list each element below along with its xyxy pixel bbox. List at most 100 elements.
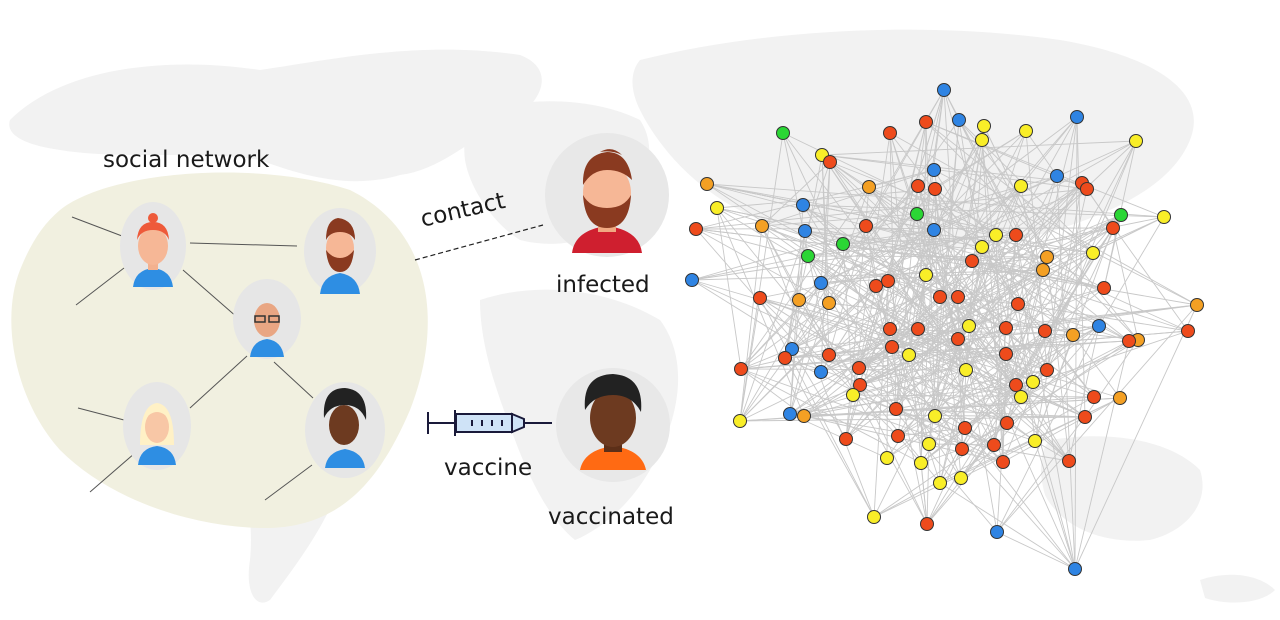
network-edge — [716, 207, 919, 330]
network-edge — [887, 280, 930, 445]
network-node — [911, 179, 925, 193]
network-node — [1038, 324, 1052, 338]
network-node — [999, 347, 1013, 361]
network-node — [1106, 221, 1120, 235]
network-edge — [820, 256, 1048, 284]
social-network-label: social network — [103, 147, 270, 173]
network-node — [836, 237, 850, 251]
network-node — [1114, 208, 1128, 222]
network-node — [965, 254, 979, 268]
network-edge — [934, 188, 1130, 342]
network-edge — [828, 225, 867, 356]
network-edge — [740, 169, 935, 370]
vaccinated-label: vaccinated — [548, 504, 674, 530]
network-edge — [845, 213, 918, 440]
network-edge — [889, 132, 897, 410]
network-edge — [961, 227, 1114, 450]
network-edge — [889, 132, 995, 446]
network-edge — [1002, 140, 1137, 463]
network-edge — [971, 260, 1189, 332]
network-edge — [897, 116, 1078, 437]
person-dark-skin-icon — [305, 382, 385, 478]
network-node — [1080, 182, 1094, 196]
network-edge — [784, 357, 875, 518]
network-node — [881, 274, 895, 288]
network-node — [911, 322, 925, 336]
network-edge — [934, 269, 1044, 417]
network-edge — [706, 183, 1094, 254]
network-node — [919, 115, 933, 129]
network-edge — [996, 304, 1198, 533]
network-edge — [920, 121, 927, 464]
network-edge — [858, 216, 1165, 369]
network-edge — [1046, 256, 1070, 462]
network-node — [1129, 134, 1143, 148]
network-edge — [1068, 325, 1100, 462]
network-edge — [1017, 303, 1036, 442]
vaccine-label: vaccine — [444, 455, 533, 481]
network-node — [920, 517, 934, 531]
network-node — [1122, 334, 1136, 348]
network-node — [792, 293, 806, 307]
network-node — [990, 525, 1004, 539]
network-node — [1036, 263, 1050, 277]
network-edge — [916, 213, 1070, 462]
network-node — [1014, 390, 1028, 404]
network-edge — [802, 204, 1165, 218]
network-node — [685, 273, 699, 287]
infected-person-icon — [545, 133, 669, 257]
network-node — [1028, 434, 1042, 448]
network-edge — [716, 207, 742, 370]
network-edge — [996, 531, 1076, 570]
network-edge — [789, 204, 804, 415]
network-edge — [875, 285, 970, 327]
network-edge — [939, 185, 1022, 484]
network-node — [839, 432, 853, 446]
network-edge — [895, 185, 919, 410]
network-node — [951, 290, 965, 304]
network-edge — [739, 132, 784, 422]
network-node — [1040, 363, 1054, 377]
network-node — [902, 348, 916, 362]
network-node — [798, 224, 812, 238]
network-edge — [865, 89, 945, 227]
network-node — [1009, 378, 1023, 392]
network-edge — [933, 169, 998, 533]
network-edge — [761, 225, 830, 356]
network-node — [996, 455, 1010, 469]
network-edge — [859, 384, 928, 525]
network-edge — [1072, 334, 1121, 399]
network-edge — [996, 416, 1086, 533]
network-edge — [897, 415, 936, 437]
network-node — [880, 451, 894, 465]
network-node — [1097, 281, 1111, 295]
network-node — [1190, 298, 1204, 312]
network-node — [914, 456, 928, 470]
network-node — [853, 378, 867, 392]
network-node — [867, 510, 881, 524]
vaccinated-person-icon — [556, 368, 670, 482]
network-edge — [897, 89, 945, 437]
network-edge — [1005, 353, 1048, 371]
network-edge — [933, 229, 1007, 329]
network-node — [987, 438, 1001, 452]
network-edge — [961, 422, 1008, 450]
network-edge — [865, 225, 897, 410]
network-node — [959, 363, 973, 377]
network-edge — [759, 297, 995, 446]
network-edge — [1002, 397, 1121, 463]
network-node — [869, 279, 883, 293]
network-node — [734, 362, 748, 376]
network-edge — [761, 213, 918, 227]
network-edge — [802, 204, 1048, 371]
network-edge — [706, 183, 935, 231]
network-edge — [917, 328, 1070, 462]
network-edge — [1020, 116, 1078, 187]
network-edge — [802, 204, 844, 245]
network-edge — [739, 119, 960, 422]
network-node — [933, 290, 947, 304]
network-node — [1026, 375, 1040, 389]
network-node — [954, 471, 968, 485]
